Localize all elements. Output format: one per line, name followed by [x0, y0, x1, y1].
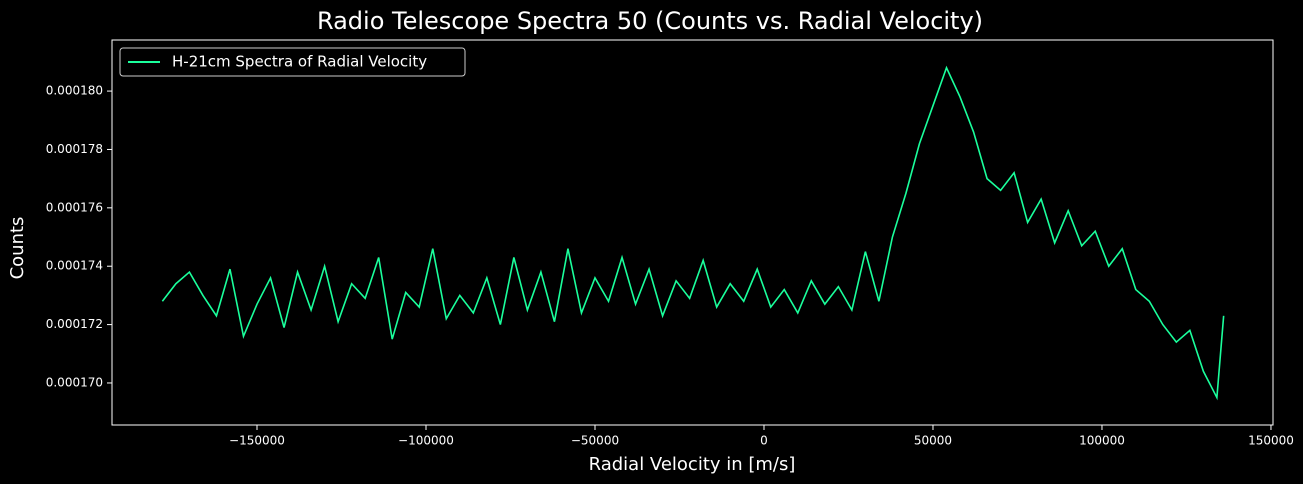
chart-title: Radio Telescope Spectra 50 (Counts vs. R…: [317, 7, 983, 35]
plot-frame: [111, 39, 1274, 426]
y-tick-label: 0.000180: [46, 84, 103, 98]
y-tick-label: 0.000170: [46, 375, 103, 389]
data-line: [161, 65, 1225, 401]
y-tick-label: 0.000174: [46, 259, 103, 273]
x-tick-label: −100000: [398, 434, 454, 448]
legend-box: [119, 47, 466, 77]
y-tick-label: 0.000178: [46, 142, 103, 156]
x-tick-label: −150000: [229, 434, 285, 448]
x-tick-label: 50000: [914, 434, 952, 448]
y-tick-label: 0.000176: [46, 200, 103, 214]
x-tick-label: 100000: [1079, 434, 1125, 448]
x-tick-label: −50000: [571, 434, 619, 448]
x-axis-label: Radial Velocity in [m/s]: [589, 454, 796, 475]
x-tick-label: 0: [760, 434, 768, 448]
x-tick-label: 150000: [1248, 434, 1294, 448]
y-axis-label: Counts: [7, 217, 28, 280]
legend-label: H-21cm Spectra of Radial Velocity: [172, 53, 427, 71]
y-tick-label: 0.000172: [46, 317, 103, 331]
